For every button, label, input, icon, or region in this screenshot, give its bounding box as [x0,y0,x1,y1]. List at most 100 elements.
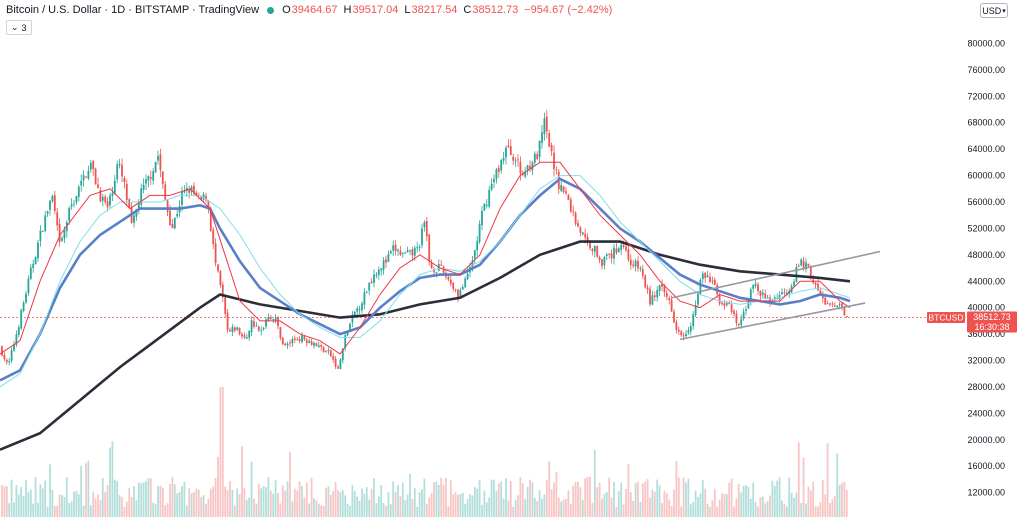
volume-bar [824,494,827,517]
candle-body [63,230,66,239]
candle-body [584,233,587,238]
volume-bar [615,506,618,517]
candle-body [685,333,687,336]
volume-bar [89,505,92,517]
volume-bar [620,482,623,517]
volume-bar [649,497,651,517]
volume-bar [373,478,375,517]
volume-bar [795,492,798,517]
candle-body [481,210,483,226]
candle-body [325,350,327,352]
volume-bar [315,500,318,517]
volume-bar [226,489,229,517]
volume-bar [255,503,258,517]
volume-bar [745,485,747,517]
candle-body [145,179,147,184]
volume-bar [454,492,457,517]
candle-body [267,317,270,321]
volume-bar [826,443,829,517]
volume-bar [685,482,687,517]
volume-bar [238,494,241,517]
candle-body [10,350,13,361]
volume-bar [411,498,414,517]
volume-bar [524,499,527,517]
candle-body [728,302,731,304]
volume-bar [457,494,459,517]
volume-bar [565,498,567,517]
indicators-toggle-button[interactable]: ⌄ 3 [6,20,32,35]
close-label: C [463,4,472,16]
volume-bar [361,488,363,517]
volume-bar [793,498,795,517]
currency-selector[interactable]: USD ▾ [980,3,1008,18]
channel-lower-line[interactable] [679,302,866,341]
candle-body [562,186,565,193]
candle-body [485,204,488,206]
volume-bar [538,490,541,517]
volume-bar [277,493,279,517]
candle-body [413,247,416,256]
volume-bar [435,481,438,517]
candle-body [89,162,92,170]
candle-body [723,303,726,306]
y-tick-label: 12000.00 [967,488,1005,498]
volume-bar [677,477,680,517]
candle-body [164,184,167,200]
volume-bar [380,485,383,517]
candle-body [709,276,711,282]
volume-bar [349,505,351,517]
volume-bar [485,502,488,517]
candle-body [778,295,781,300]
volume-bar [387,491,390,517]
candle-body [759,290,762,296]
candle-body [629,259,632,265]
candle-body [845,316,848,318]
volume-bar [488,497,491,517]
candle-body [795,267,798,282]
price-axis[interactable]: 80000.00 76000.00 72000.00 68000.00 64000.00… [967,38,1005,497]
high-value: 39517.04 [352,4,399,16]
volume-bar [248,497,251,517]
volume-bar [596,487,599,517]
candle-body [27,278,30,294]
candle-body [670,299,673,312]
candle-body [135,209,138,217]
candle-body [68,207,71,221]
volume-bar [831,499,834,517]
candle-body [61,238,63,241]
candle-body [118,163,121,166]
y-tick-label: 60000.00 [967,171,1005,181]
volume-bar [99,499,102,517]
candle-body [260,330,263,332]
candle-body [512,156,515,161]
candle-body [617,248,620,253]
volume-bar [641,483,644,517]
volume-bar [164,505,167,517]
volume-bar [773,485,776,517]
candle-body [555,169,558,171]
candle-body [53,195,56,211]
y-tick-label: 36000.00 [967,329,1005,339]
volume-bar [68,502,71,517]
volume-bar [17,494,20,517]
symbol-title[interactable]: Bitcoin / U.S. Dollar · 1D · BITSTAMP · … [6,4,260,16]
volume-bar [29,489,32,517]
volume-bar [749,498,752,517]
low-value: 38217.54 [411,4,458,16]
candle-body [97,184,99,189]
volume-bar [665,493,668,517]
volume-bar [75,490,78,517]
volume-bar [274,480,277,517]
volume-bar [267,477,270,517]
channel-upper-line[interactable] [671,250,881,299]
candle-body [601,259,603,266]
candle-body [730,304,733,312]
candle-body [483,203,486,211]
volume-bar [56,505,59,517]
y-tick-label: 72000.00 [967,91,1005,101]
candle-body [353,312,356,316]
candle-body [577,223,579,227]
volume-bar [425,504,428,517]
volume-bar [205,504,207,517]
